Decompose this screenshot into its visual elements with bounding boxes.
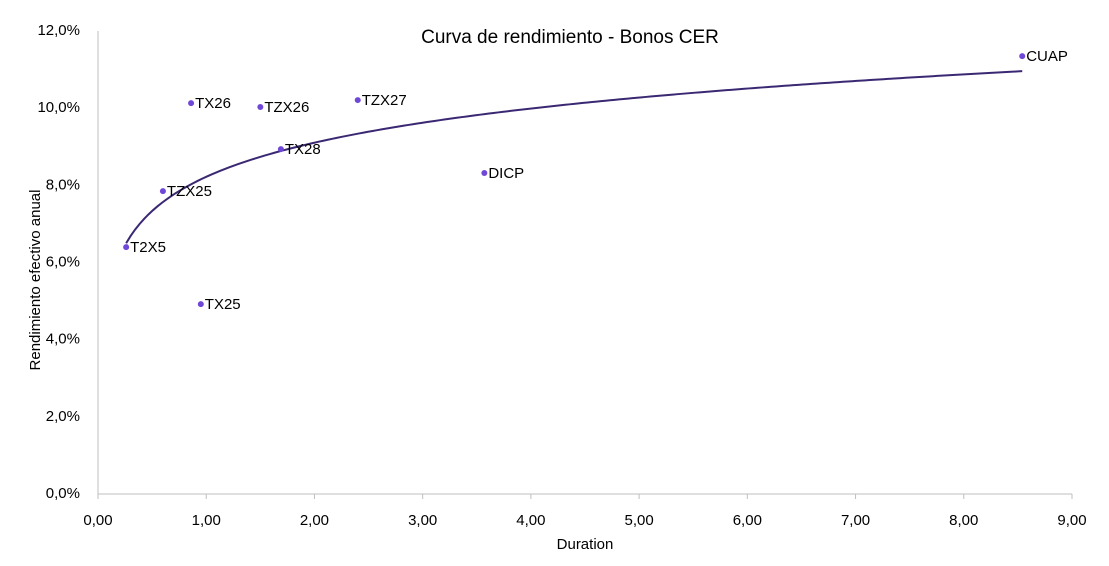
point xyxy=(123,244,130,251)
point-label: TZX26 xyxy=(264,99,309,116)
trendline xyxy=(125,70,1023,244)
point-label: TX26 xyxy=(195,95,231,112)
point xyxy=(1019,53,1026,60)
point-label: DICP xyxy=(488,165,524,182)
point-label: TX25 xyxy=(205,296,241,313)
point xyxy=(197,301,204,308)
x-tick-label: 7,00 xyxy=(841,512,870,529)
y-tick-label: 8,0% xyxy=(46,176,80,193)
point-label: T2X5 xyxy=(130,239,166,256)
y-tick-label: 4,0% xyxy=(46,331,80,348)
x-tick-label: 5,00 xyxy=(625,512,654,529)
y-tick-label: 10,0% xyxy=(37,99,80,116)
y-tick-label: 0,0% xyxy=(46,485,80,502)
x-tick-label: 9,00 xyxy=(1057,512,1086,529)
point xyxy=(188,100,195,107)
x-tick-label: 4,00 xyxy=(516,512,545,529)
y-tick-label: 12,0% xyxy=(37,22,80,39)
point xyxy=(277,146,284,153)
point xyxy=(257,104,264,111)
chart-title: Curva de rendimiento - Bonos CER xyxy=(421,27,719,48)
point-label: CUAP xyxy=(1026,48,1068,65)
x-tick-label: 1,00 xyxy=(192,512,221,529)
x-tick-label: 6,00 xyxy=(733,512,762,529)
x-axis-label: Duration xyxy=(557,536,614,553)
point-label: TX28 xyxy=(285,141,321,158)
point xyxy=(159,188,166,195)
point xyxy=(481,169,488,176)
x-tick-label: 0,00 xyxy=(83,512,112,529)
point-label: TZX25 xyxy=(167,183,212,200)
x-tick-label: 2,00 xyxy=(300,512,329,529)
y-axis-label: Rendimiento efectivo anual xyxy=(27,190,44,371)
point xyxy=(354,97,361,104)
point-label: TZX27 xyxy=(362,92,407,109)
x-tick-label: 3,00 xyxy=(408,512,437,529)
y-tick-label: 6,0% xyxy=(46,253,80,270)
x-tick-label: 8,00 xyxy=(949,512,978,529)
y-tick-label: 2,0% xyxy=(46,408,80,425)
